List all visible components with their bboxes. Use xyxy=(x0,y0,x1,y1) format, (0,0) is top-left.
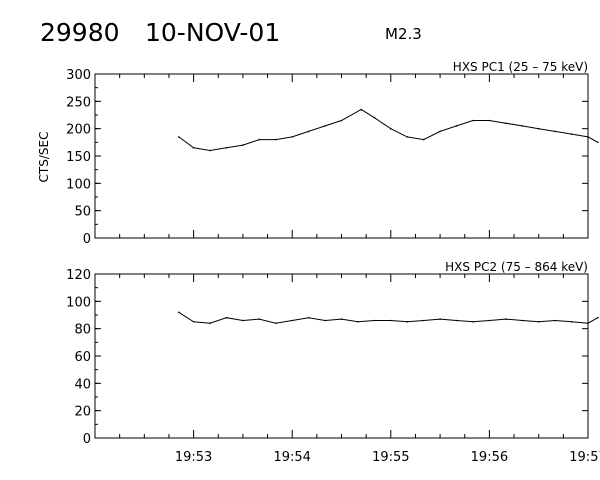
top-panel-series xyxy=(178,108,599,152)
bottom-data-point xyxy=(192,321,195,323)
bottom-panel: HXS PC2 (75 – 864 keV) 0 20 40 60 80 100 120 19… xyxy=(66,260,600,465)
bottom-data-point xyxy=(455,319,458,322)
top-data-point xyxy=(340,119,343,122)
top-panel: HXS PC1 (25 – 75 keV) CTS/SEC 0 50 100 150 2… xyxy=(37,60,599,247)
top-panel-title: HXS PC1 (25 – 75 keV) xyxy=(453,60,588,74)
top-data-point xyxy=(537,127,540,130)
bottom-data-point xyxy=(597,316,599,319)
bottom-ytick-label: 100 xyxy=(66,295,91,310)
bottom-xtick-label: 19:53 xyxy=(175,450,212,465)
top-data-point xyxy=(587,136,589,138)
top-data-point xyxy=(390,127,392,130)
top-data-point xyxy=(455,125,458,127)
top-data-point xyxy=(225,147,228,149)
bottom-data-point xyxy=(225,316,228,319)
bottom-data-point xyxy=(439,318,441,320)
bottom-ytick-label: 20 xyxy=(74,405,91,420)
bottom-data-point xyxy=(570,321,573,323)
bottom-xtick-label: 19:56 xyxy=(471,450,508,465)
top-data-point xyxy=(242,144,244,146)
top-panel-ylabel: CTS/SEC xyxy=(37,132,51,183)
top-data-point xyxy=(275,138,277,141)
top-ytick-label: 300 xyxy=(66,68,91,83)
event-id: 29980 xyxy=(40,18,120,47)
bottom-plot-frame xyxy=(94,273,589,439)
bottom-xtick-label: 19:57 xyxy=(569,450,600,465)
bottom-panel-axes: 0 20 40 60 80 100 120 19:53 19:54 19:55 19:56 19:57 xyxy=(66,268,600,465)
bottom-panel-title: HXS PC2 (75 – 864 keV) xyxy=(445,260,588,274)
top-ytick-label: 0 xyxy=(83,232,91,247)
bottom-data-point xyxy=(537,321,540,323)
bottom-data-point xyxy=(373,319,376,322)
bottom-data-point xyxy=(357,321,359,323)
bottom-data-point xyxy=(488,319,491,322)
bottom-data-point xyxy=(406,321,409,323)
bottom-data-point xyxy=(275,322,277,325)
bottom-ytick-label: 120 xyxy=(66,268,91,283)
top-data-point xyxy=(178,136,180,138)
bottom-panel-series xyxy=(178,311,599,325)
bottom-series-line xyxy=(178,311,599,324)
top-data-point xyxy=(521,125,524,127)
top-data-point xyxy=(406,136,409,138)
top-data-point xyxy=(488,119,491,122)
top-data-point xyxy=(554,130,556,133)
top-data-point xyxy=(192,147,195,149)
top-ytick-label: 50 xyxy=(74,205,91,220)
top-ytick-label: 150 xyxy=(66,150,91,165)
top-data-point xyxy=(307,130,310,133)
top-data-point xyxy=(324,125,326,127)
top-data-point xyxy=(472,119,474,122)
top-plot-frame xyxy=(94,73,589,239)
top-data-point xyxy=(505,122,507,124)
bottom-data-point xyxy=(587,322,589,325)
bottom-data-point xyxy=(472,321,474,323)
bottom-data-point xyxy=(521,319,524,322)
flare-class: M2.3 xyxy=(385,25,422,43)
top-data-point xyxy=(439,130,441,133)
bottom-ytick-label: 0 xyxy=(83,432,91,447)
top-ytick-label: 100 xyxy=(66,177,91,192)
bottom-data-point xyxy=(505,318,507,320)
bottom-data-point xyxy=(178,311,180,314)
bottom-data-point xyxy=(258,318,261,320)
top-data-point xyxy=(258,138,261,141)
bottom-data-point xyxy=(422,319,425,322)
top-ytick-label: 200 xyxy=(66,123,91,138)
bottom-ytick-label: 40 xyxy=(74,377,91,392)
bottom-xtick-label: 19:55 xyxy=(372,450,409,465)
top-panel-axes: 0 50 100 150 200 250 300 xyxy=(66,68,589,247)
top-data-point xyxy=(570,133,573,135)
bottom-ytick-label: 60 xyxy=(74,350,91,365)
top-data-point xyxy=(291,136,294,138)
top-series-line xyxy=(178,108,599,152)
top-data-point xyxy=(360,108,363,111)
event-date: 10-NOV-01 xyxy=(145,18,280,47)
top-data-point xyxy=(422,138,425,141)
bottom-data-point xyxy=(554,319,556,322)
top-data-point xyxy=(373,116,376,119)
bottom-data-point xyxy=(324,319,326,322)
bottom-data-point xyxy=(340,318,343,320)
bottom-xtick-label: 19:54 xyxy=(273,450,310,465)
bottom-data-point xyxy=(291,319,294,322)
bottom-data-point xyxy=(307,316,310,319)
top-data-point xyxy=(209,149,211,152)
top-ytick-label: 250 xyxy=(66,95,91,110)
bottom-ytick-label: 80 xyxy=(74,323,91,338)
top-data-point xyxy=(597,141,599,144)
bottom-data-point xyxy=(390,319,392,322)
bottom-data-point xyxy=(242,319,244,322)
bottom-data-point xyxy=(209,322,211,325)
